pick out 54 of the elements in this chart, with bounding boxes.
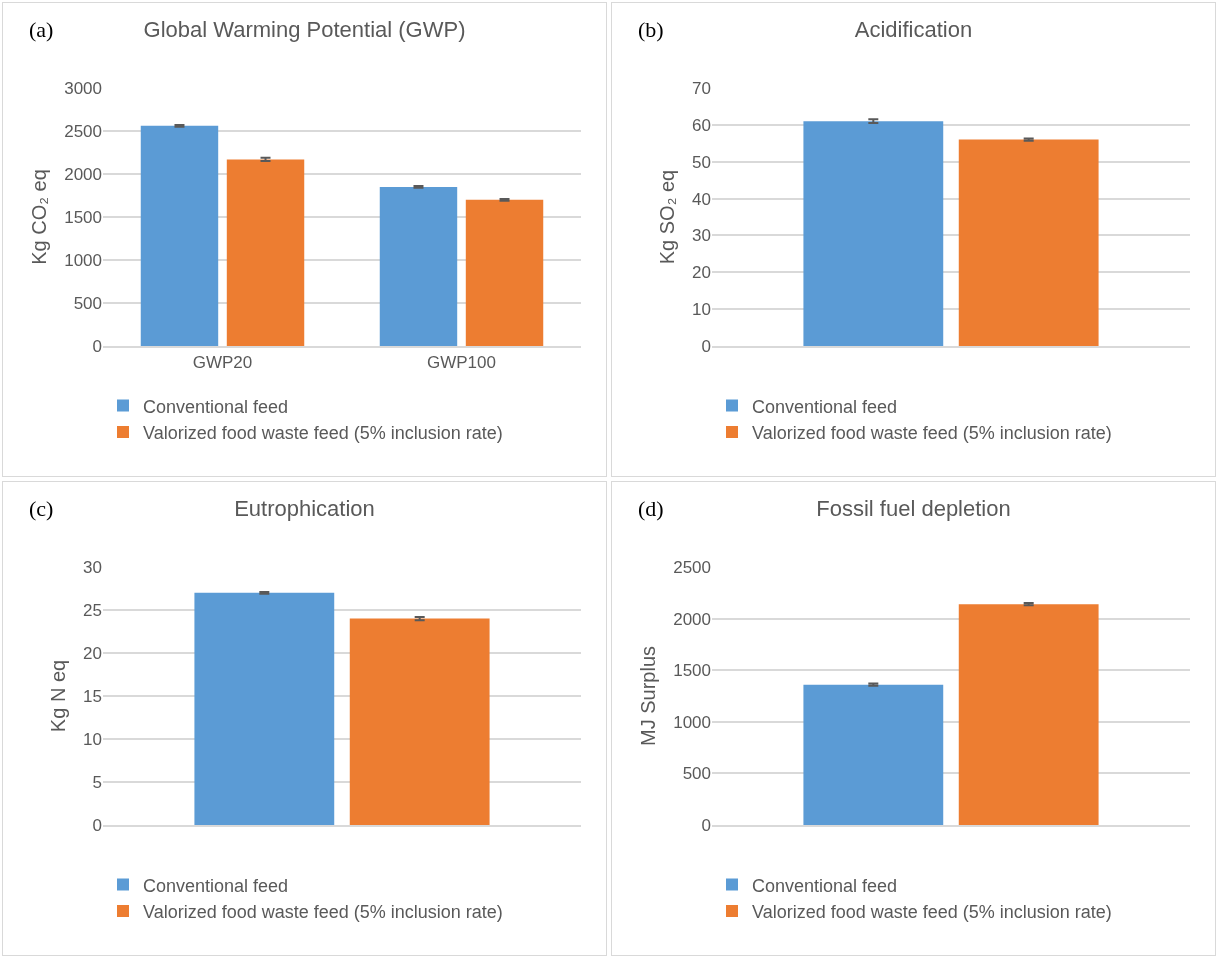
- y-axis-title: Kg SO₂ eq: [655, 169, 678, 265]
- chart-title: Fossil fuel depletion: [816, 496, 1011, 522]
- legend-label: Valorized food waste feed (5% inclusion rate): [752, 422, 1112, 443]
- x-tick-label: GWP100: [427, 353, 496, 373]
- legend-label: Valorized food waste feed (5% inclusion rate): [752, 901, 1112, 922]
- y-tick-label: 2500: [64, 121, 102, 141]
- y-tick-label: 20: [692, 263, 711, 283]
- legend-label: Conventional feed: [143, 875, 289, 896]
- legend-label: Valorized food waste feed (5% inclusion rate): [143, 422, 503, 443]
- y-tick-label: 0: [701, 815, 711, 835]
- legend-label: Conventional feed: [752, 396, 898, 417]
- text: (c): [29, 496, 54, 521]
- text: (d): [638, 496, 664, 521]
- y-tick-label: 0: [92, 815, 102, 835]
- y-tick-label: 70: [692, 78, 711, 98]
- bar: [226, 159, 305, 346]
- y-tick-label: 60: [692, 115, 711, 135]
- y-axis-title: Kg CO₂ eq: [27, 169, 50, 265]
- y-tick-label: 40: [692, 189, 711, 209]
- chart-title: Acidification: [854, 17, 973, 43]
- bar: [140, 125, 219, 346]
- y-tick-label: 10: [692, 300, 711, 320]
- y-tick-label: 5: [92, 772, 102, 792]
- y-tick-label: 500: [73, 293, 102, 313]
- legend-label: Conventional feed: [143, 396, 289, 417]
- y-tick-label: 0: [92, 336, 102, 356]
- x-tick-label: GWP20: [192, 353, 253, 373]
- legend-label: Valorized food waste feed (5% inclusion rate): [143, 901, 503, 922]
- y-tick-label: 1500: [673, 661, 711, 681]
- y-tick-label: 30: [83, 557, 102, 577]
- y-tick-label: 1500: [64, 207, 102, 227]
- y-tick-label: 20: [83, 643, 102, 663]
- y-tick-label: 30: [692, 226, 711, 246]
- chart-title: Eutrophication: [234, 496, 375, 522]
- y-tick-label: 50: [692, 152, 711, 172]
- y-tick-label: 2500: [673, 557, 711, 577]
- legend-label: Conventional feed: [752, 875, 898, 896]
- y-tick-label: 0: [701, 336, 711, 356]
- y-tick-label: 500: [682, 764, 711, 784]
- y-axis-title: Kg N eq: [46, 659, 69, 733]
- bar: [379, 186, 458, 346]
- y-tick-label: 2000: [673, 609, 711, 629]
- bar: [465, 199, 544, 346]
- text: (b): [638, 17, 664, 42]
- y-tick-label: 1000: [64, 250, 102, 270]
- text: (a): [29, 17, 54, 42]
- y-tick-label: 3000: [64, 78, 102, 98]
- y-tick-label: 1000: [673, 712, 711, 732]
- chart-title: Global Warming Potential (GWP): [143, 17, 466, 43]
- y-tick-label: 10: [83, 729, 102, 749]
- y-tick-label: 15: [83, 686, 102, 706]
- y-tick-label: 25: [83, 600, 102, 620]
- y-tick-label: 2000: [64, 164, 102, 184]
- y-axis-title: MJ Surplus: [636, 645, 659, 747]
